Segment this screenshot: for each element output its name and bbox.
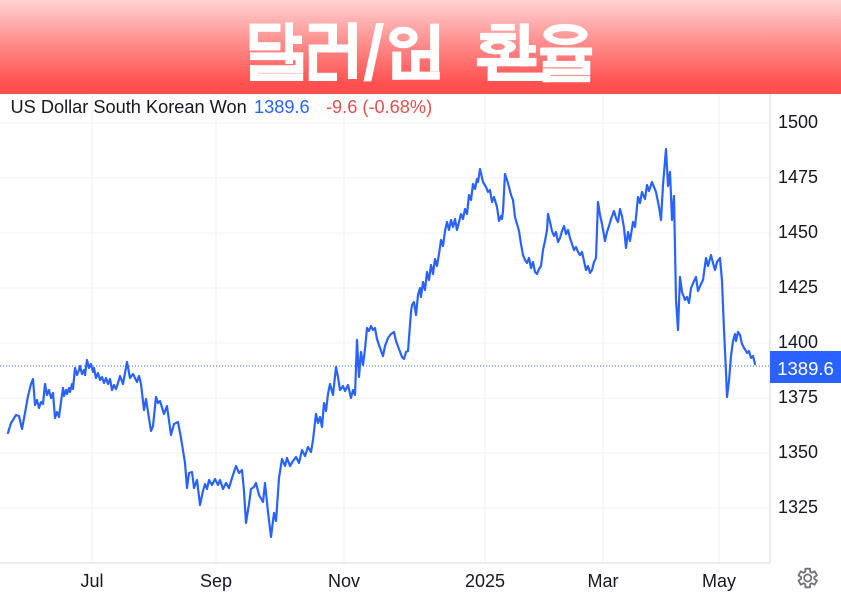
svg-text:1425: 1425 [778,277,818,297]
svg-text:1389.6: 1389.6 [777,358,834,379]
svg-text:1450: 1450 [778,222,818,242]
svg-text:1350: 1350 [778,442,818,462]
svg-text:1475: 1475 [778,167,818,187]
svg-text:1400: 1400 [778,332,818,352]
svg-text:Nov: Nov [328,571,360,591]
svg-text:US Dollar South Korean Won: US Dollar South Korean Won [11,97,247,117]
svg-text:-9.6 (-0.68%): -9.6 (-0.68%) [326,97,432,117]
svg-text:1375: 1375 [778,387,818,407]
svg-text:Sep: Sep [200,571,232,591]
svg-text:Jul: Jul [80,571,103,591]
svg-text:May: May [702,571,736,591]
svg-text:1325: 1325 [778,497,818,517]
svg-text:1500: 1500 [778,112,818,132]
svg-text:2025: 2025 [465,571,505,591]
svg-text:1389.6: 1389.6 [254,97,310,117]
svg-text:Mar: Mar [588,571,619,591]
